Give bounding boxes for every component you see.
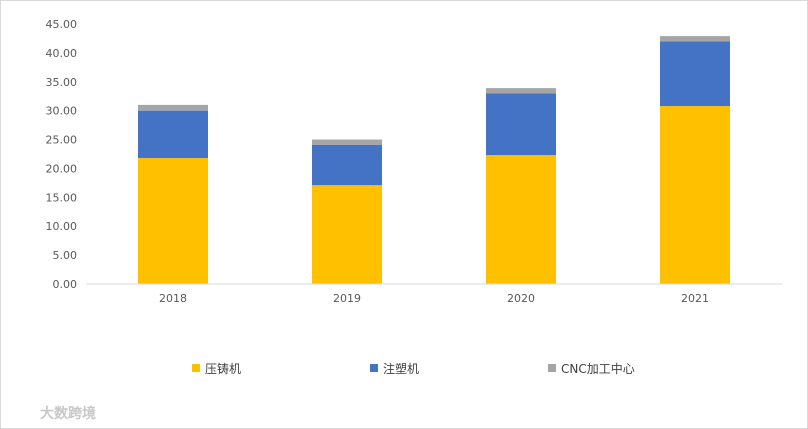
bar-2019-series-0 <box>312 185 382 284</box>
bar-2021-series-0 <box>660 106 730 285</box>
bar-2018-series-0 <box>138 158 208 284</box>
bar-2020-series-2 <box>486 88 556 94</box>
y-tick-label: 0.00 <box>53 278 78 291</box>
x-tick-label: 2020 <box>507 292 535 305</box>
legend-swatch <box>370 364 378 372</box>
bar-2021-series-1 <box>660 41 730 107</box>
legend-swatch <box>548 364 556 372</box>
y-tick-label: 45.00 <box>46 18 78 31</box>
legend-label: 压铸机 <box>205 361 241 376</box>
y-tick-label: 10.00 <box>46 220 78 233</box>
watermark-text: 大数跨境 <box>40 405 96 422</box>
y-tick-label: 5.00 <box>53 249 78 262</box>
y-tick-label: 30.00 <box>46 105 78 118</box>
x-axis: 2018 2019 2020 2021 <box>159 292 709 305</box>
y-tick-label: 40.00 <box>46 47 78 60</box>
y-axis: 0.00 5.00 10.00 15.00 20.00 25.00 30.00 35.00 40… <box>46 18 78 291</box>
x-tick-label: 2021 <box>681 292 709 305</box>
bar-2018-series-2 <box>138 104 208 111</box>
y-tick-label: 35.00 <box>46 76 78 89</box>
y-tick-label: 25.00 <box>46 134 78 147</box>
legend-swatch <box>192 364 200 372</box>
y-tick-label: 20.00 <box>46 162 78 175</box>
legend-label: 注塑机 <box>383 361 419 376</box>
y-tick-label: 15.00 <box>46 191 78 204</box>
x-tick-label: 2019 <box>333 292 361 305</box>
bar-2021-series-2 <box>660 36 730 42</box>
watermark: 大数跨境 <box>40 405 96 422</box>
bars <box>138 36 730 285</box>
legend: 压铸机 注塑机 CNC加工中心 <box>192 361 635 376</box>
bar-2020-series-0 <box>486 155 556 284</box>
x-tick-label: 2018 <box>159 292 187 305</box>
legend-label: CNC加工中心 <box>561 361 635 376</box>
bar-2018-series-1 <box>138 110 208 159</box>
bar-2019-series-2 <box>312 139 382 145</box>
bar-2019-series-1 <box>312 144 382 186</box>
bar-2020-series-1 <box>486 93 556 156</box>
